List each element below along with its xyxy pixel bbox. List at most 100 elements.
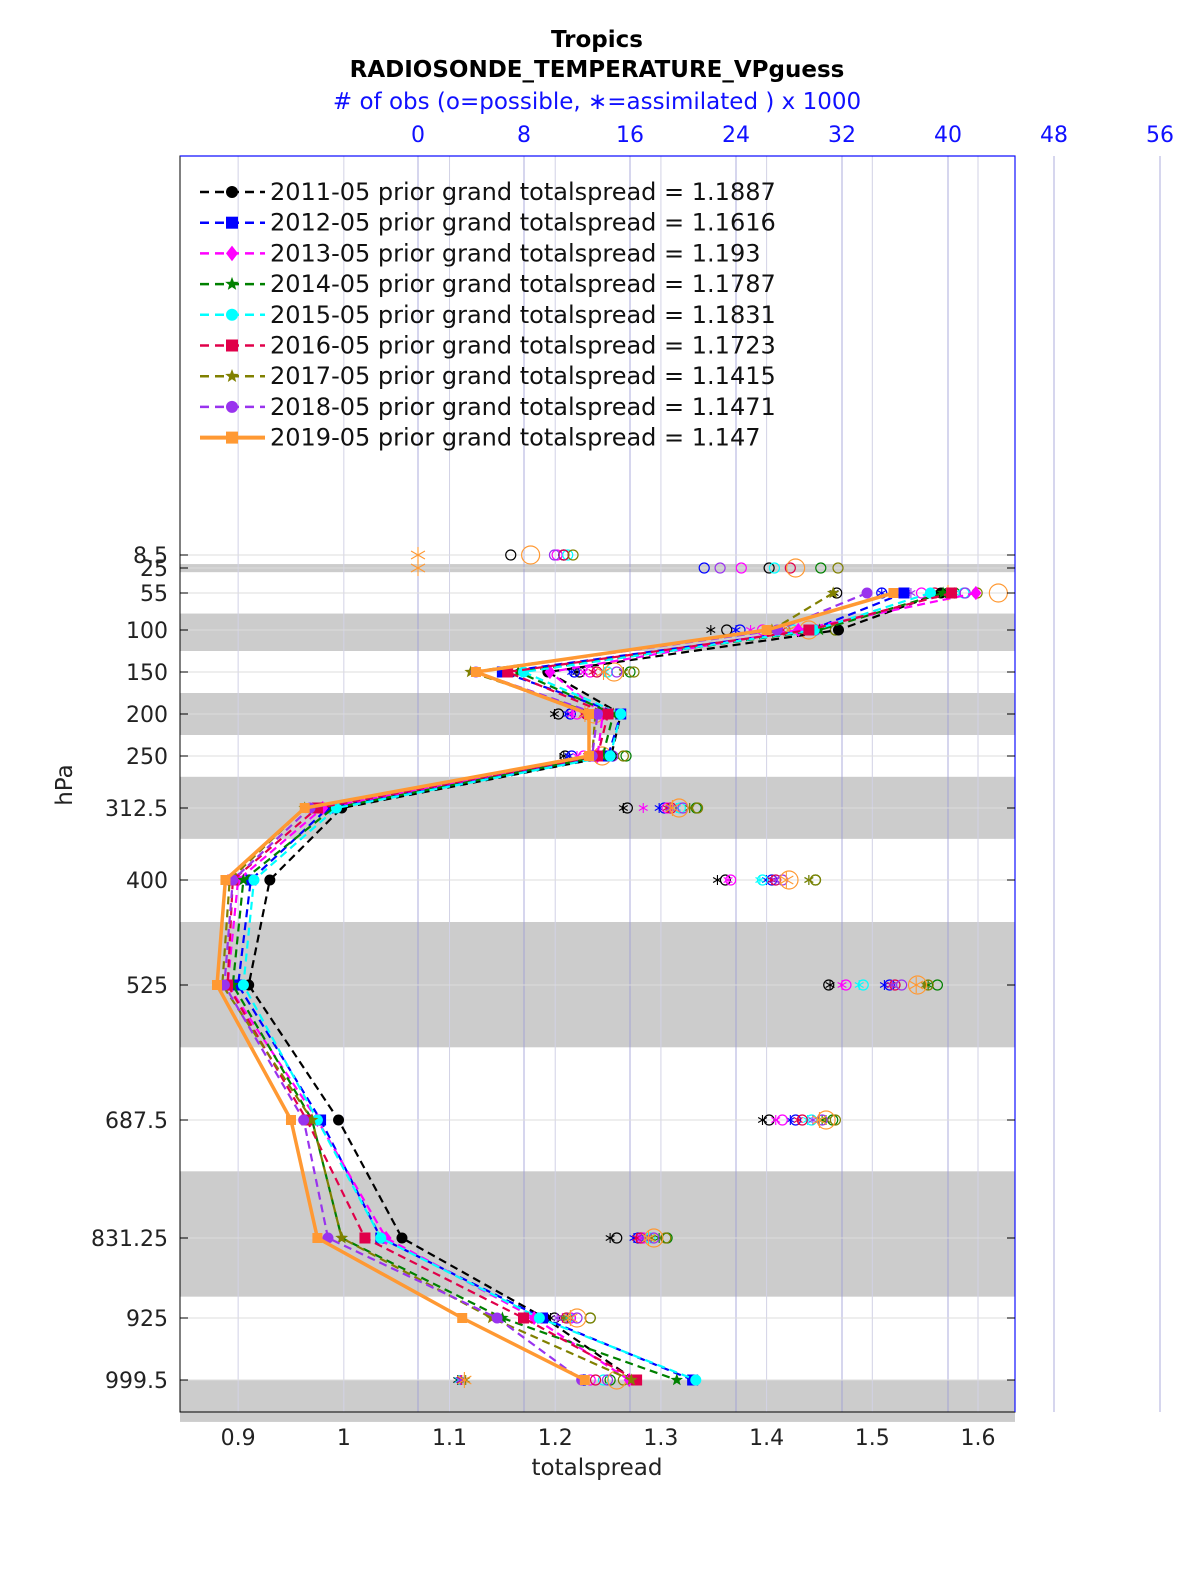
obs-assimilated-marker [812,1112,827,1128]
shaded-band [180,1380,1015,1422]
data-point [305,1113,319,1126]
data-point [226,308,238,321]
data-point [248,874,260,886]
obs-possible-marker [907,975,928,995]
obs-assimilated-marker [579,667,589,677]
data-point [457,1313,468,1323]
obs-assimilated-marker [771,1115,781,1125]
data-point [225,276,239,290]
obs-assimilated-marker [854,980,864,990]
obs-possible-marker [521,545,541,565]
y-tick-label: 831.25 [91,1227,168,1252]
obs-assimilated-marker [685,803,695,813]
obs-assimilated-marker [757,1115,768,1125]
y-tick-label: 100 [126,619,168,644]
obs-assimilated-marker [563,1310,578,1326]
data-point [936,586,950,599]
data-point [584,751,595,761]
data-point [312,1233,323,1243]
x-tick-label: 1.6 [961,1426,996,1451]
obs-assimilated-marker [596,664,611,680]
obs-possible-marker [719,874,732,886]
top-tick-label: 24 [722,123,750,148]
series-line [223,591,868,1381]
obs-assimilated-marker [549,709,560,719]
obs-possible-marker [714,562,726,574]
obs-possible-marker [620,750,632,762]
data-point [592,708,603,720]
obs-possible-marker [505,549,517,561]
obs-possible-marker [959,587,971,599]
obs-possible-marker [562,549,574,561]
obs-assimilated-marker [563,709,573,719]
legend: 2011-05 prior grand totalspread = 1.1887… [200,178,776,452]
obs-possible-marker [604,662,624,682]
obs-possible-marker [768,562,781,574]
obs-assimilated-marker [779,872,794,888]
data-point [226,186,238,198]
legend-item: 2016-05 prior grand totalspread = 1.1723 [200,332,776,360]
series-line [226,591,977,1381]
tick-labels: 0.9 1 1.1 1.2 1.3 1.4 1.5 1.60 8 16 24 32 40 48 568.52… [91,123,1174,1451]
legend-item: 2015-05 prior grand totalspread = 1.1831 [200,301,776,329]
obs-assimilated-marker [767,875,777,885]
obs-assimilated-marker [712,875,723,885]
data-point [888,588,899,598]
obs-possible-marker [823,979,835,991]
data-point [502,666,514,678]
obs-possible-marker [611,1232,623,1244]
data-point [470,667,481,677]
obs-possible-marker [584,666,596,678]
obs-assimilated-marker [618,803,628,813]
obs-assimilated-marker [588,667,598,677]
obs-assimilated-marker [605,1233,615,1243]
legend-label: 2017-05 prior grand totalspread = 1.1415 [270,362,776,390]
data-point [826,586,840,599]
data-point [946,587,958,599]
data-point [225,369,239,382]
obs-possible-marker [604,1374,616,1386]
axes [179,155,1016,1413]
x-tick-label: 1.2 [538,1426,573,1451]
x-tick-label: 1.1 [432,1426,467,1451]
data-point [226,431,238,444]
y-tick-label: 8.5 [133,544,168,569]
y-tick-label: 55 [140,582,168,607]
obs-possible-marker [584,1312,596,1324]
data-point [579,1375,590,1385]
data-point [898,587,910,599]
obs-assimilated-marker [804,875,814,885]
series-line [236,591,905,1382]
data-point [803,624,815,636]
obs-possible-marker [669,798,689,818]
y-tick-label: 250 [126,745,168,770]
obs-possible-marker [567,549,579,561]
data-point [924,587,936,599]
data-point [518,1312,530,1324]
top-tick-label: 8 [517,123,531,148]
data-point [226,339,238,352]
x-axis-label: totalspread [532,1455,663,1481]
y-tick-label: 999.5 [105,1369,168,1394]
y-tick-label: 312.5 [105,797,168,822]
obs-assimilated-marker [887,980,897,990]
shaded-band [180,613,1015,651]
legend-item: 2014-05 prior grand totalspread = 1.1787 [200,270,776,298]
chart-title: Tropics [551,27,643,53]
data-point [333,1114,345,1126]
data-point [604,750,616,762]
data-point [375,1232,387,1244]
data-point [335,1231,348,1244]
legend-item: 2011-05 prior grand totalspread = 1.1887 [200,178,776,206]
y-tick-label: 925 [126,1307,168,1332]
legend-label: 2018-05 prior grand totalspread = 1.1471 [270,393,776,421]
data-point [226,216,238,229]
x-tick-label: 1.3 [643,1426,678,1451]
data-point [491,1312,503,1324]
obs-possible-marker [558,549,570,561]
obs-possible-marker [567,1308,587,1328]
obs-possible-marker [763,1114,775,1126]
x-tick-label: 1 [337,1426,351,1451]
y-tick-label: 687.5 [105,1109,168,1134]
data-point [631,1374,643,1386]
